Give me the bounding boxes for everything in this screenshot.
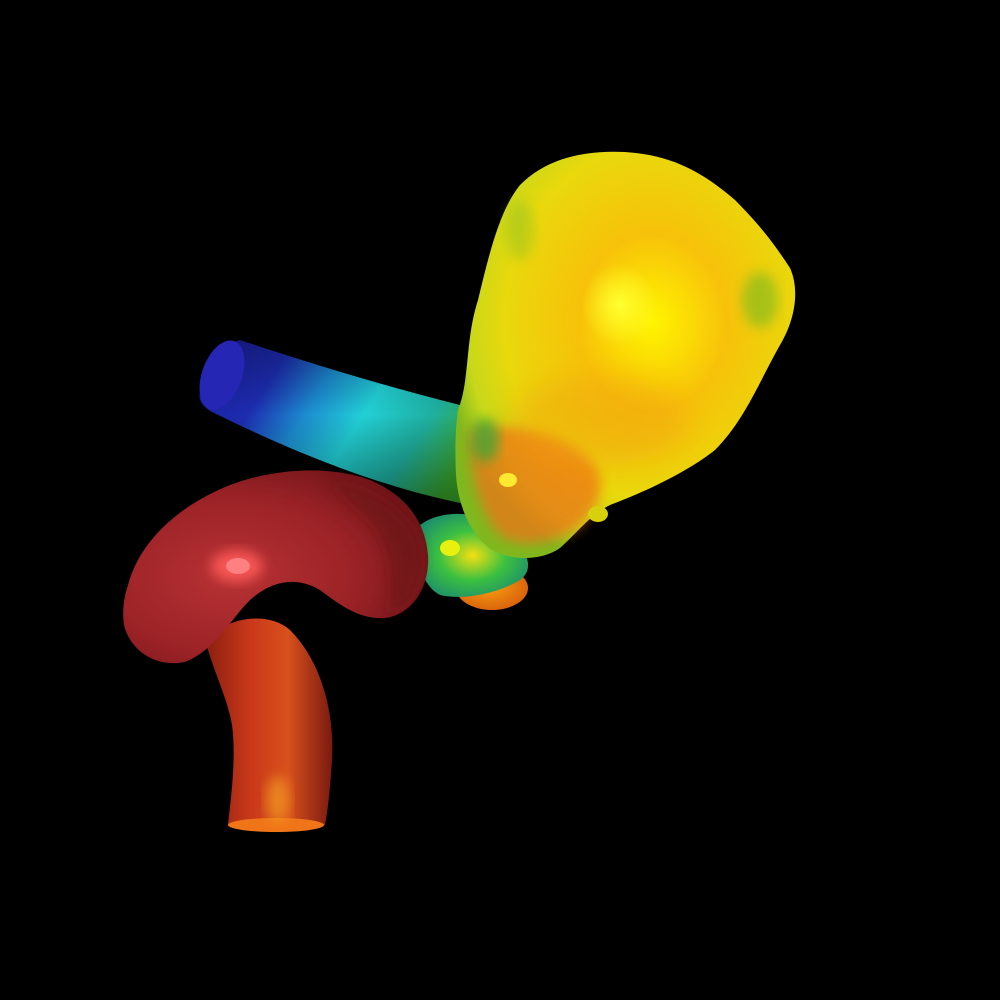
- sac-green-patch-2: [506, 200, 534, 260]
- sac-green-patch: [742, 272, 778, 328]
- sac-specular-highlight: [582, 263, 658, 347]
- sac-neck-highlight: [499, 473, 517, 487]
- blue-vessel-shading: [199, 340, 505, 505]
- sac-bleb: [588, 506, 608, 522]
- junction-highlight: [440, 540, 460, 556]
- red-arch-vessel: [123, 470, 429, 664]
- lower-vessel-trunk: [205, 618, 333, 831]
- red-arch-shading: [330, 480, 421, 614]
- trunk-highlight: [266, 776, 290, 824]
- red-arch-highlight-core: [226, 558, 250, 574]
- blue-vessel-opening: [199, 340, 245, 410]
- sac-green-patch-3: [471, 418, 499, 462]
- sac-orange-band: [510, 375, 690, 465]
- lower-vessel-opening: [228, 818, 324, 832]
